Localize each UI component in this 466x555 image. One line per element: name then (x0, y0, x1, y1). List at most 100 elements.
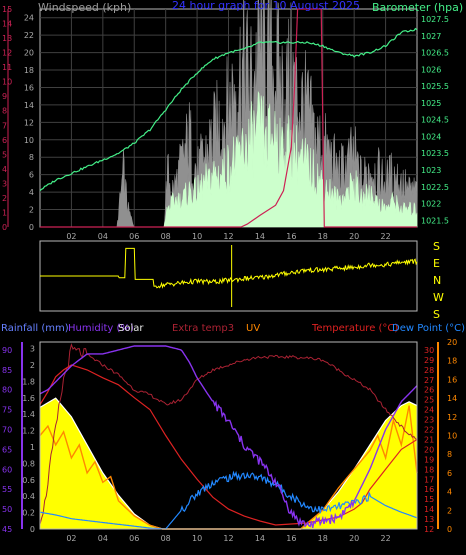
rain-tick-label: 0.2 (22, 509, 35, 518)
temperature-panel-frame (39, 341, 418, 530)
wind-tick-label: 6 (29, 171, 34, 180)
solar-label: Solar (118, 323, 144, 334)
wind-tick-label: 10 (24, 136, 34, 145)
barometer-tick-label: 1022 (421, 200, 441, 209)
temp-tick-label: 15 (424, 495, 434, 504)
wind-x-tick-label: 10 (192, 232, 202, 241)
rain-tick-label: 6 (2, 136, 7, 145)
barometer-tick-label: 1022.5 (421, 183, 449, 192)
compass-label: W (433, 291, 444, 304)
rain-tick-label: 1.4 (22, 410, 35, 419)
barometer-tick-label: 1026 (421, 65, 441, 74)
barometer-label: Barometer (hpa) (372, 1, 463, 14)
rain-tick-label: 2 (2, 194, 7, 203)
humidity-tick-label: 85 (2, 366, 12, 375)
temp-tick-label: 27 (424, 376, 434, 385)
rain-tick-label: 1 (30, 443, 35, 452)
rain-tick-label: 0 (2, 223, 7, 232)
temperature-panel: 02 04 06 08 10 12 14 16 18 20 22455055606570758085… (1, 323, 465, 543)
wind-x-tick-label: 02 (66, 232, 76, 241)
barometer-tick-label: 1024 (421, 132, 441, 141)
wind-panel-series (39, 0, 418, 228)
wind-tick-label: 18 (24, 66, 34, 75)
temp-x-tick-label: 12 (223, 534, 233, 543)
extra-temp-series (39, 343, 418, 525)
barometer-tick-label: 1025 (421, 99, 441, 108)
temp-tick-label: 19 (424, 455, 434, 464)
rain-tick-label: 5 (2, 150, 7, 159)
humidity-tick-label: 65 (2, 445, 12, 454)
rain-tick-label: 15 (2, 5, 12, 14)
wind-tick-label: 0 (29, 223, 34, 232)
solar-fill-series (40, 398, 417, 529)
temp-x-tick-label: 06 (129, 534, 139, 543)
temp-tick-label: 18 (424, 465, 434, 474)
rain-tick-label: 12 (2, 49, 12, 58)
temp-tick-label: 13 (424, 515, 434, 524)
barometer-tick-label: 1025.5 (421, 82, 449, 91)
wind-tick-label: 8 (29, 153, 34, 162)
rain-tick-label: 1.8 (22, 377, 35, 386)
humidity-label: Humidity (%) (68, 323, 134, 334)
wind-tick-label: 24 (24, 14, 34, 23)
dew-tick-label: 18 (447, 357, 457, 366)
uv-series (39, 405, 418, 530)
humidity-series (39, 345, 418, 529)
wind-x-tick-label: 06 (129, 232, 139, 241)
dew-tick-label: 14 (447, 394, 457, 403)
rain-tick-label: 1.6 (22, 394, 35, 403)
rain-tick-label: 9 (2, 92, 7, 101)
wind-x-tick-label: 14 (255, 232, 265, 241)
temp-tick-label: 17 (424, 475, 434, 484)
rain-tick-label: 0.4 (22, 492, 35, 501)
wind-x-tick-label: 18 (318, 232, 328, 241)
compass-label: E (433, 257, 440, 270)
dew-tick-label: 6 (447, 469, 452, 478)
temp-x-tick-label: 10 (192, 534, 202, 543)
temp-x-tick-label: 22 (380, 534, 390, 543)
temp-x-tick-label: 04 (98, 534, 108, 543)
barometer-tick-label: 1024.5 (421, 116, 449, 125)
temp-x-tick-label: 14 (255, 534, 265, 543)
rain-tick-label: 14 (2, 20, 12, 29)
barometer-tick-label: 1026.5 (421, 49, 449, 58)
humidity-tick-label: 80 (2, 386, 12, 395)
dew-tick-label: 4 (447, 488, 452, 497)
barometer-tick-label: 1027.5 (421, 15, 449, 24)
rain-tick-label: 10 (2, 78, 12, 87)
temp-tick-label: 12 (424, 525, 434, 534)
barometer-series (39, 27, 418, 192)
wind-x-tick-label: 12 (223, 232, 233, 241)
wind-x-tick-label: 16 (286, 232, 296, 241)
rain-tick-label: 8 (2, 107, 7, 116)
temp-x-tick-label: 16 (286, 534, 296, 543)
humidity-tick-label: 70 (2, 426, 12, 435)
graph-title: 24 hour graph for 10 August 2025 (172, 0, 360, 12)
dew-tick-label: 8 (447, 450, 452, 459)
wind-tick-label: 4 (29, 188, 34, 197)
temperature-panel-ticks: 02 04 06 08 10 12 14 16 18 20 22455055606570758085… (2, 338, 457, 543)
temp-tick-label: 16 (424, 485, 434, 494)
temp-x-tick-label: 02 (66, 534, 76, 543)
temp-tick-label: 30 (424, 346, 434, 355)
compass-label: S (433, 308, 440, 321)
temp-tick-label: 21 (424, 435, 434, 444)
temp-tick-label: 28 (424, 366, 434, 375)
wind-tick-label: 2 (29, 206, 34, 215)
rain-tick-label: 13 (2, 34, 12, 43)
temp-x-tick-label: 20 (349, 534, 359, 543)
humidity-tick-label: 45 (2, 525, 12, 534)
wind-tick-label: 20 (24, 49, 34, 58)
wind-x-tick-label: 04 (98, 232, 108, 241)
wind-tick-label: 22 (24, 31, 34, 40)
humidity-tick-label: 75 (2, 406, 12, 415)
temp-tick-label: 29 (424, 356, 434, 365)
rain-tick-label: 4 (2, 165, 7, 174)
humidity-tick-label: 90 (2, 346, 12, 355)
wind-x-tick-label: 22 (380, 232, 390, 241)
rain-tick-label: 2 (30, 361, 35, 370)
